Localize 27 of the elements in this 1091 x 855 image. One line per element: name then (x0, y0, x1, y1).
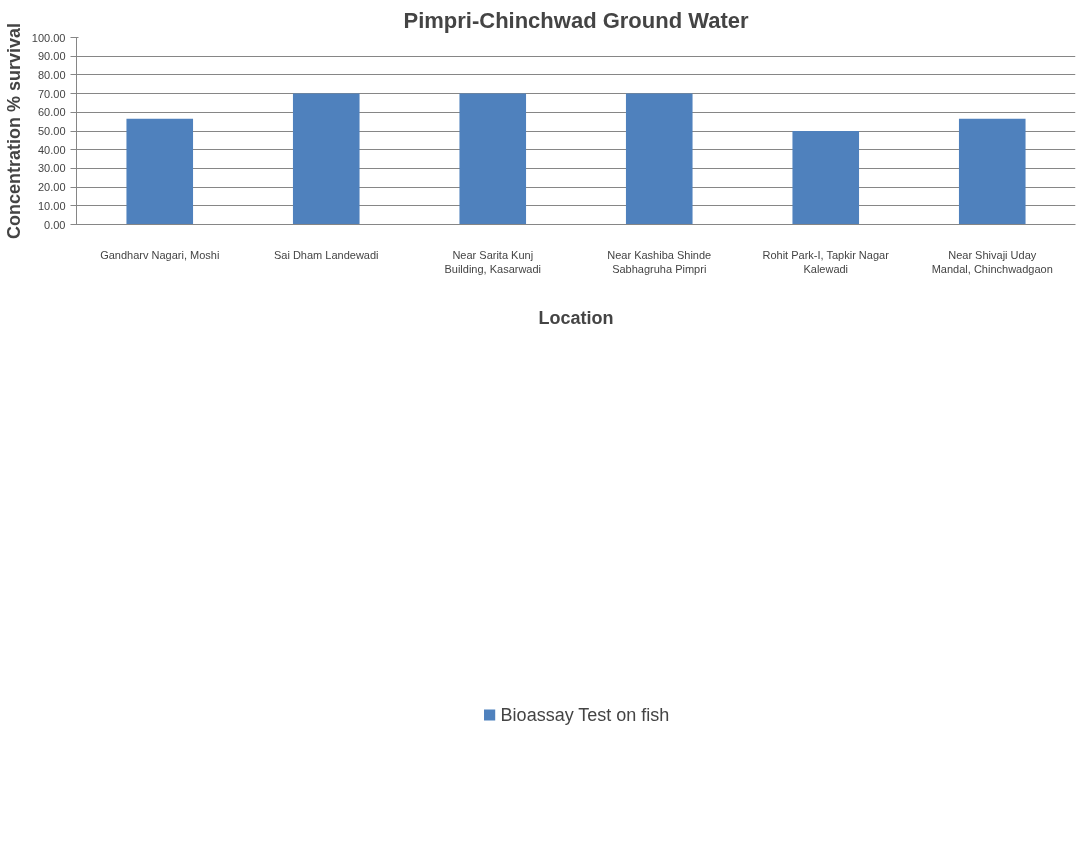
y-tick-label: 50.00 (37, 125, 66, 137)
y-tick-label: 100.00 (31, 31, 66, 44)
y-tick-label: 70.00 (37, 87, 66, 100)
y-tick-label: 0.00 (44, 218, 66, 231)
y-tick-label: 60.00 (37, 106, 66, 119)
chart-title: Pimpri-Chinchwad Ground Water (403, 7, 749, 33)
bar (459, 93, 527, 225)
legend-label: Bioassay Test on fish (500, 704, 670, 726)
x-tick-label: Near Sarita Kunj Building, Kasarwadi (444, 248, 542, 275)
bar (792, 131, 860, 225)
y-tick-label: 30.00 (37, 162, 66, 175)
x-tick-label: Near Shivaji Uday Mandal, Chinchwadgaon (931, 248, 1053, 275)
y-axis-title: Concentration % survival (3, 22, 24, 240)
y-tick-label: 90.00 (37, 50, 66, 63)
x-tick-label: Sai Dham Landewadi (273, 248, 379, 261)
y-tick-label: 10.00 (37, 199, 66, 212)
x-tick-label: Near Kashiba Shinde Sabhagruha Pimpri (607, 248, 712, 275)
x-tick-label: Rohit Park-I, Tapkir Nagar Kalewadi (762, 248, 890, 275)
x-tick-label: Gandharv Nagari, Moshi (100, 248, 220, 261)
bar (292, 93, 360, 225)
bar (126, 118, 194, 225)
bar (625, 93, 693, 225)
y-tick-label: 80.00 (37, 68, 66, 81)
y-tick-label: 40.00 (37, 143, 66, 156)
bar (958, 118, 1026, 225)
y-tick-label: 20.00 (37, 181, 66, 194)
x-axis-title: Location (538, 307, 614, 328)
